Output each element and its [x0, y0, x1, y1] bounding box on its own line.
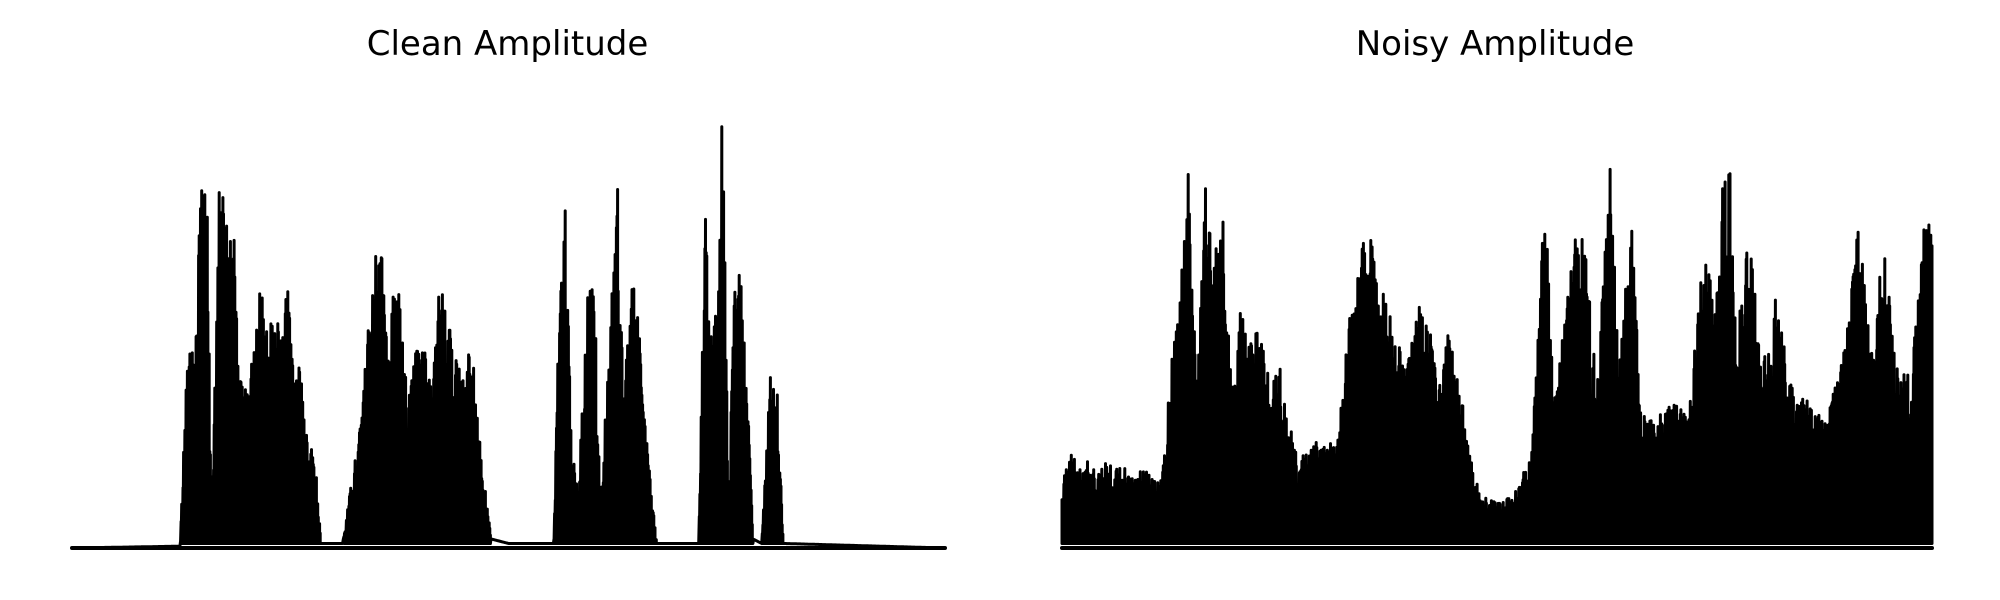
chart-title-clean: Clean Amplitude: [366, 24, 649, 64]
noisy-amplitude-line: [1060, 167, 1934, 545]
clean-amplitude-line: [70, 125, 947, 550]
chart-title-noisy: Noisy Amplitude: [1355, 24, 1635, 64]
